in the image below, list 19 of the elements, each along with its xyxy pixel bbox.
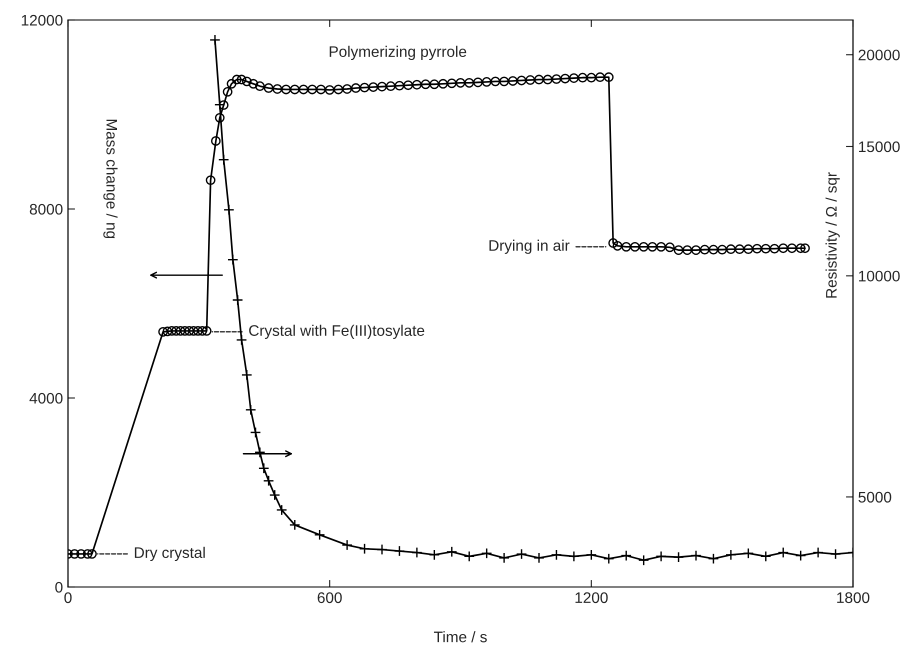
annotation: Drying in air (489, 240, 570, 254)
x-tick-label: 1200 (576, 592, 608, 604)
y-tick-label: 12000 (22, 14, 63, 26)
annotation: Crystal with Fe(III)tosylate (249, 324, 424, 339)
y2-axis-title: Resistivity / Ω / sqr (826, 172, 840, 298)
y-axis-title: Mass change / ng (103, 120, 118, 238)
x-axis-title: Time / s (434, 631, 487, 642)
y-tick-label: 0 (55, 582, 63, 593)
y2-tick-label: 10000 (859, 270, 900, 282)
y-tick-label: 4000 (30, 392, 63, 404)
x-tick-label: 0 (64, 592, 72, 604)
annotation: Dry crystal (134, 546, 205, 562)
y2-tick-label: 20000 (858, 50, 900, 60)
annotation: Polymerizing pyrrole (330, 46, 466, 60)
y-tick-label: 8000 (30, 204, 63, 215)
y2-tick-label: 5000 (858, 492, 892, 503)
y2-tick-label: 15000 (859, 141, 900, 152)
x-tick-label: 1800 (837, 592, 870, 604)
x-tick-label: 600 (318, 592, 342, 604)
